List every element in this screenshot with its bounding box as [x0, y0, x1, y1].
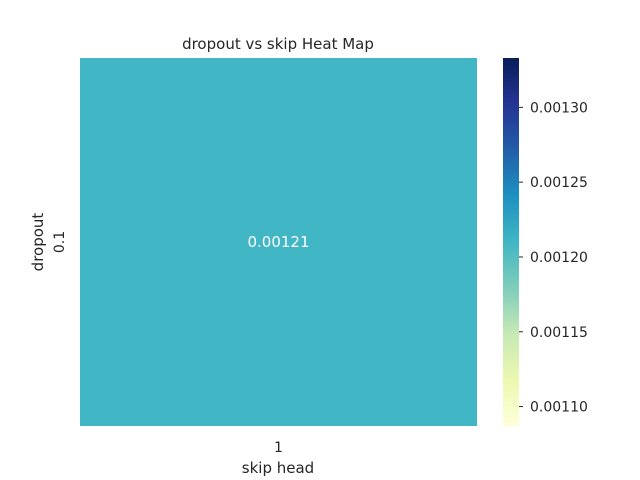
colorbar-tick-label: 0.00110 [530, 400, 588, 416]
colorbar-tick-label: 0.00130 [530, 100, 588, 116]
y-axis-label: dropout [29, 213, 47, 272]
colorbar-tick-label: 0.00125 [530, 175, 588, 191]
colorbar-tick-label: 0.00115 [530, 325, 588, 341]
y-tick-label: 0.1 [52, 231, 68, 253]
x-tick-label: 1 [274, 440, 283, 456]
heatmap-cells: 0.00121 [80, 58, 477, 426]
chart-title: dropout vs skip Heat Map [182, 35, 374, 53]
colorbar [503, 58, 519, 426]
x-axis-label: skip head [242, 459, 314, 477]
cell-value-label: 0.00121 [247, 233, 309, 251]
y-tick-labels: 0.1 [52, 231, 68, 253]
heatmap-cell [80, 58, 477, 426]
colorbar-tick-label: 0.00120 [530, 250, 588, 266]
x-tick-labels: 1 [274, 440, 283, 456]
colorbar-ticks: 0.00110 0.00115 0.00120 0.00125 0.00130 [519, 100, 588, 416]
